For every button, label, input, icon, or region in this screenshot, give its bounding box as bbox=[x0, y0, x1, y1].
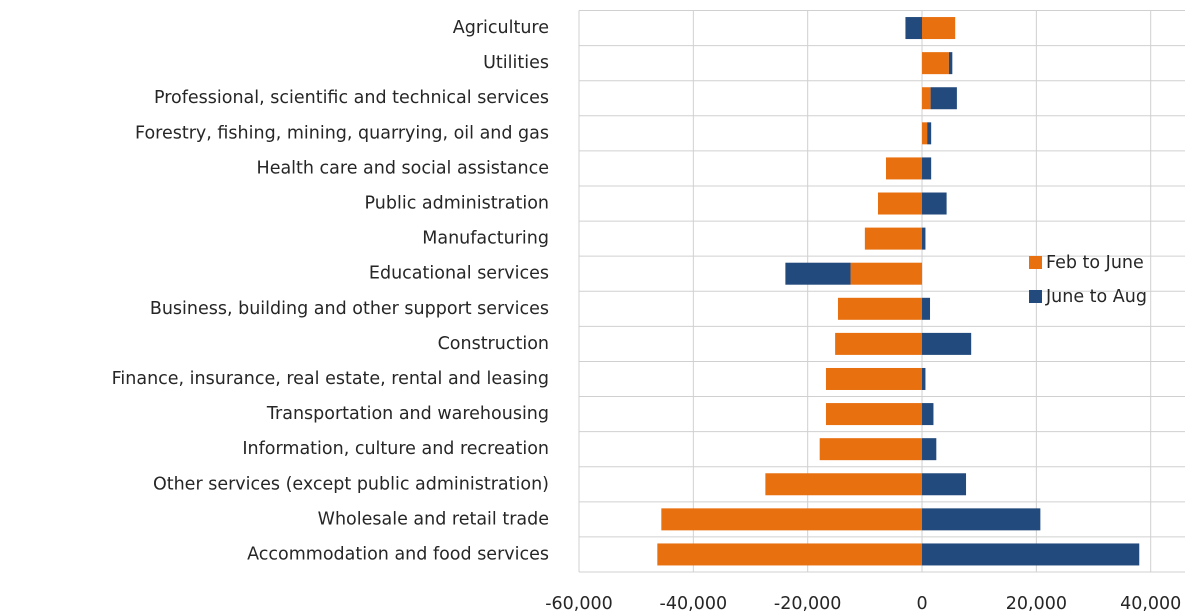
bar bbox=[877, 192, 923, 215]
y-tick-label: Wholesale and retail trade bbox=[318, 509, 549, 529]
bar bbox=[837, 297, 923, 320]
bar bbox=[930, 87, 957, 110]
x-tick-label: -40,000 bbox=[660, 594, 728, 614]
y-tick-label: Educational services bbox=[369, 264, 549, 284]
y-tick-label: Accommodation and food services bbox=[247, 544, 549, 564]
bar bbox=[922, 227, 926, 250]
legend-swatch bbox=[1029, 256, 1042, 269]
y-tick-label: Agriculture bbox=[453, 18, 549, 38]
bar bbox=[922, 52, 949, 75]
bar bbox=[922, 332, 972, 355]
x-tick-label: 20,000 bbox=[1006, 594, 1067, 614]
x-tick-label: -20,000 bbox=[774, 594, 842, 614]
bar bbox=[825, 403, 923, 426]
bar bbox=[922, 157, 932, 180]
y-tick-label: Utilities bbox=[483, 53, 549, 73]
bar bbox=[657, 543, 923, 566]
y-tick-label: Information, culture and recreation bbox=[242, 439, 549, 459]
bar bbox=[835, 332, 923, 355]
y-tick-label: Health care and social assistance bbox=[257, 158, 549, 178]
legend-label: Feb to June bbox=[1046, 253, 1144, 273]
legend-label: June to Aug bbox=[1045, 287, 1147, 307]
bar bbox=[661, 508, 923, 531]
y-tick-label: Transportation and warehousing bbox=[266, 404, 549, 424]
y-tick-label: Forestry, fishing, mining, quarrying, oi… bbox=[135, 123, 549, 143]
x-tick-label: 40,000 bbox=[1120, 594, 1181, 614]
bar bbox=[819, 438, 923, 461]
bar bbox=[765, 473, 923, 496]
y-tick-label: Construction bbox=[438, 334, 549, 354]
y-tick-label: Professional, scientific and technical s… bbox=[154, 88, 549, 108]
bar bbox=[922, 403, 934, 426]
y-tick-label: Public administration bbox=[365, 194, 549, 214]
bar bbox=[922, 17, 956, 40]
bar bbox=[922, 438, 937, 461]
bar bbox=[927, 122, 932, 145]
bar bbox=[922, 367, 926, 390]
bar bbox=[785, 262, 851, 285]
bar bbox=[922, 192, 947, 215]
y-tick-label: Manufacturing bbox=[422, 229, 549, 249]
bar bbox=[922, 473, 967, 496]
bar bbox=[864, 227, 923, 250]
bar bbox=[922, 87, 931, 110]
bar bbox=[922, 297, 931, 320]
bar bbox=[922, 122, 928, 145]
bar bbox=[922, 508, 1041, 531]
bar bbox=[850, 262, 923, 285]
bar bbox=[886, 157, 923, 180]
bar bbox=[825, 367, 923, 390]
bar bbox=[905, 17, 923, 40]
bar bbox=[922, 543, 1140, 566]
legend-swatch bbox=[1029, 290, 1042, 303]
y-tick-label: Business, building and other support ser… bbox=[150, 299, 549, 319]
x-tick-label: 0 bbox=[916, 594, 927, 614]
x-tick-label: -60,000 bbox=[545, 594, 613, 614]
y-tick-label: Finance, insurance, real estate, rental … bbox=[112, 369, 549, 389]
y-tick-label: Other services (except public administra… bbox=[153, 474, 549, 494]
bar bbox=[948, 52, 953, 75]
